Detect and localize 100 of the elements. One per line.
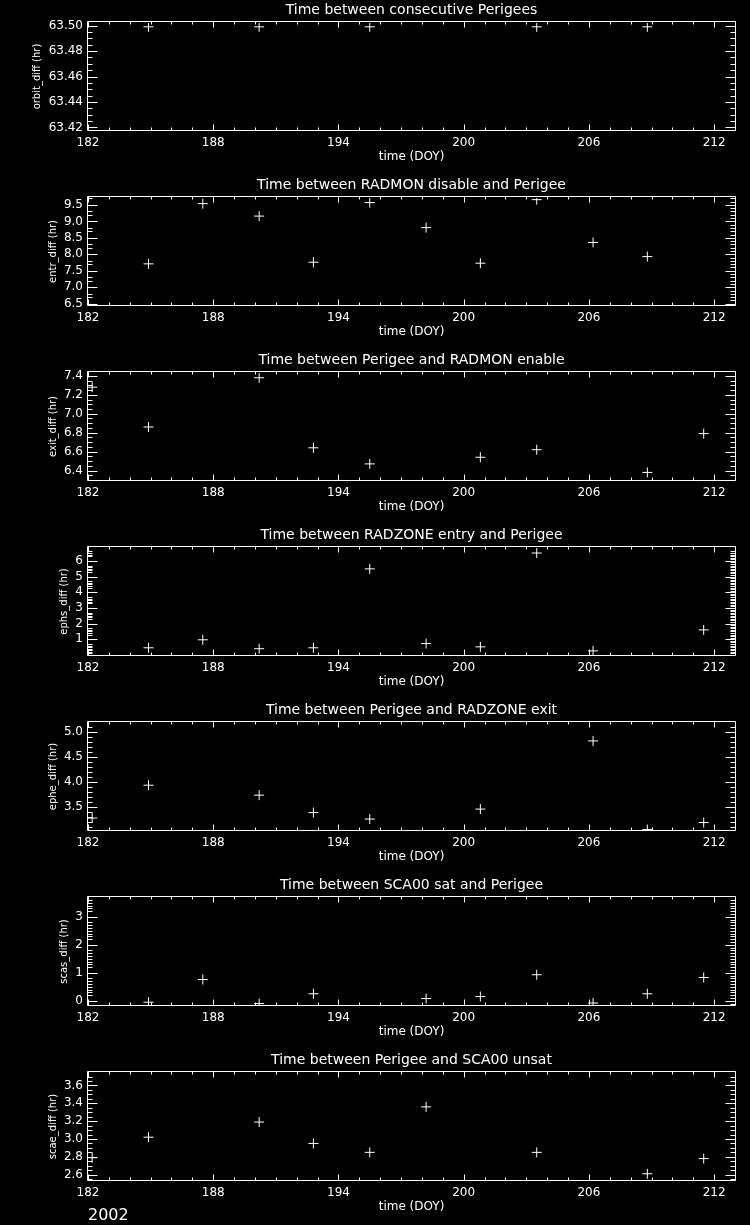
y-tick-label: 4.5 <box>63 748 83 763</box>
x-tick-label: 194 <box>327 135 350 150</box>
y-tick-label: 3 <box>75 600 83 615</box>
x-tick-label: 200 <box>452 835 476 850</box>
x-tick-label: 194 <box>327 310 350 325</box>
x-tick-label: 206 <box>577 135 601 150</box>
x-tick-label: 206 <box>577 1010 601 1025</box>
y-axis-title: scae_diff (hr) <box>46 1093 59 1160</box>
x-tick-label: 206 <box>577 835 601 850</box>
x-tick-label: 188 <box>201 660 225 675</box>
y-tick-label: 3 <box>75 908 83 923</box>
x-tick-label: 188 <box>201 310 225 325</box>
x-tick-label: 182 <box>76 485 100 500</box>
y-tick-label: 6.5 <box>63 295 83 310</box>
x-axis-title: time (DOY) <box>378 323 445 338</box>
x-tick-label: 188 <box>201 1010 225 1025</box>
x-tick-label: 194 <box>327 485 350 500</box>
y-axis-title: exit_diff (hr) <box>46 395 59 458</box>
y-tick-label: 8.5 <box>63 229 83 244</box>
x-axis-title: time (DOY) <box>378 148 445 163</box>
x-tick-label: 200 <box>452 1185 476 1200</box>
y-tick-label: 7.2 <box>63 386 83 401</box>
x-axis-title: time (DOY) <box>378 1198 445 1213</box>
y-tick-label: 1 <box>75 631 83 646</box>
y-tick-label: 5 <box>75 568 83 583</box>
y-tick-label: 63.42 <box>48 119 83 134</box>
y-tick-label: 3.4 <box>63 1095 83 1110</box>
y-tick-label: 9.0 <box>63 213 83 228</box>
y-tick-label: 8.0 <box>63 246 83 261</box>
y-tick-label: 63.46 <box>48 68 83 83</box>
y-tick-label: 0 <box>75 992 83 1007</box>
x-tick-label: 212 <box>702 1185 726 1200</box>
y-tick-label: 6 <box>75 552 83 567</box>
x-tick-label: 188 <box>201 1185 225 1200</box>
y-tick-label: 1 <box>75 964 83 979</box>
x-tick-label: 182 <box>76 1185 100 1200</box>
y-tick-label: 63.50 <box>48 17 83 32</box>
x-axis-title: time (DOY) <box>378 673 445 688</box>
chart-title: Time between SCA00 sat and Perigee <box>278 876 544 893</box>
y-axis-title: scas_diff (hr) <box>57 919 70 984</box>
y-tick-label: 7.0 <box>63 405 83 420</box>
y-tick-label: 4.0 <box>63 773 83 788</box>
chart-title: Time between Perigee and RADMON enable <box>257 351 565 368</box>
x-tick-label: 206 <box>577 310 601 325</box>
x-tick-label: 182 <box>76 310 100 325</box>
y-tick-label: 5.0 <box>63 724 83 739</box>
text: 2002 <box>88 1205 129 1225</box>
x-tick-label: 206 <box>577 485 601 500</box>
x-tick-label: 182 <box>76 660 100 675</box>
y-tick-label: 3.2 <box>63 1113 83 1128</box>
x-axis-title: time (DOY) <box>378 1023 445 1038</box>
y-tick-label: 3.6 <box>63 1077 83 1092</box>
x-tick-label: 200 <box>452 485 476 500</box>
y-axis-title: ephs_diff (hr) <box>57 568 70 635</box>
chart-title: Time between Perigee and SCA00 unsat <box>270 1051 553 1068</box>
y-tick-label: 3.0 <box>63 1131 83 1146</box>
x-tick-label: 212 <box>702 310 726 325</box>
chart-title: Time between consecutive Perigees <box>284 1 538 18</box>
y-tick-label: 7.0 <box>63 279 83 294</box>
y-axis-title: entr_diff (hr) <box>46 219 59 283</box>
y-tick-label: 2 <box>75 936 83 951</box>
y-tick-label: 7.5 <box>63 262 83 277</box>
chart-title: Time between RADZONE entry and Perigee <box>259 526 563 543</box>
y-axis-title: ephe_diff (hr) <box>46 742 59 811</box>
x-tick-label: 182 <box>76 835 100 850</box>
y-tick-label: 6.4 <box>63 462 83 477</box>
y-tick-label: 2.6 <box>63 1166 83 1181</box>
x-tick-label: 194 <box>327 1185 350 1200</box>
x-tick-label: 188 <box>201 135 225 150</box>
y-tick-label: 4 <box>75 584 83 599</box>
x-tick-label: 206 <box>577 1185 601 1200</box>
x-tick-label: 200 <box>452 310 476 325</box>
x-tick-label: 200 <box>452 1010 476 1025</box>
y-tick-label: 63.48 <box>48 43 83 58</box>
x-tick-label: 194 <box>327 835 350 850</box>
x-axis-title: time (DOY) <box>378 498 445 513</box>
x-tick-label: 206 <box>577 660 601 675</box>
x-tick-label: 188 <box>201 835 225 850</box>
x-tick-label: 182 <box>76 135 100 150</box>
x-tick-label: 212 <box>702 1010 726 1025</box>
y-tick-label: 9.5 <box>63 197 83 212</box>
x-tick-label: 212 <box>702 660 726 675</box>
x-tick-label: 212 <box>702 485 726 500</box>
chart-title: Time between RADMON disable and Perigee <box>256 176 566 193</box>
x-tick-label: 200 <box>452 660 476 675</box>
x-tick-label: 200 <box>452 135 476 150</box>
x-tick-label: 212 <box>702 835 726 850</box>
y-tick-label: 7.4 <box>63 367 83 382</box>
x-tick-label: 212 <box>702 135 726 150</box>
y-tick-label: 2 <box>75 615 83 630</box>
x-tick-label: 194 <box>327 1010 350 1025</box>
x-tick-label: 194 <box>327 660 350 675</box>
y-tick-label: 3.5 <box>63 798 83 813</box>
y-tick-label: 2.8 <box>63 1148 83 1163</box>
y-tick-label: 6.8 <box>63 424 83 439</box>
chart-title: Time between Perigee and RADZONE exit <box>264 701 558 718</box>
x-axis-title: time (DOY) <box>378 848 445 863</box>
y-tick-label: 63.44 <box>48 94 83 109</box>
y-tick-label: 6.6 <box>63 443 83 458</box>
x-tick-label: 182 <box>76 1010 100 1025</box>
